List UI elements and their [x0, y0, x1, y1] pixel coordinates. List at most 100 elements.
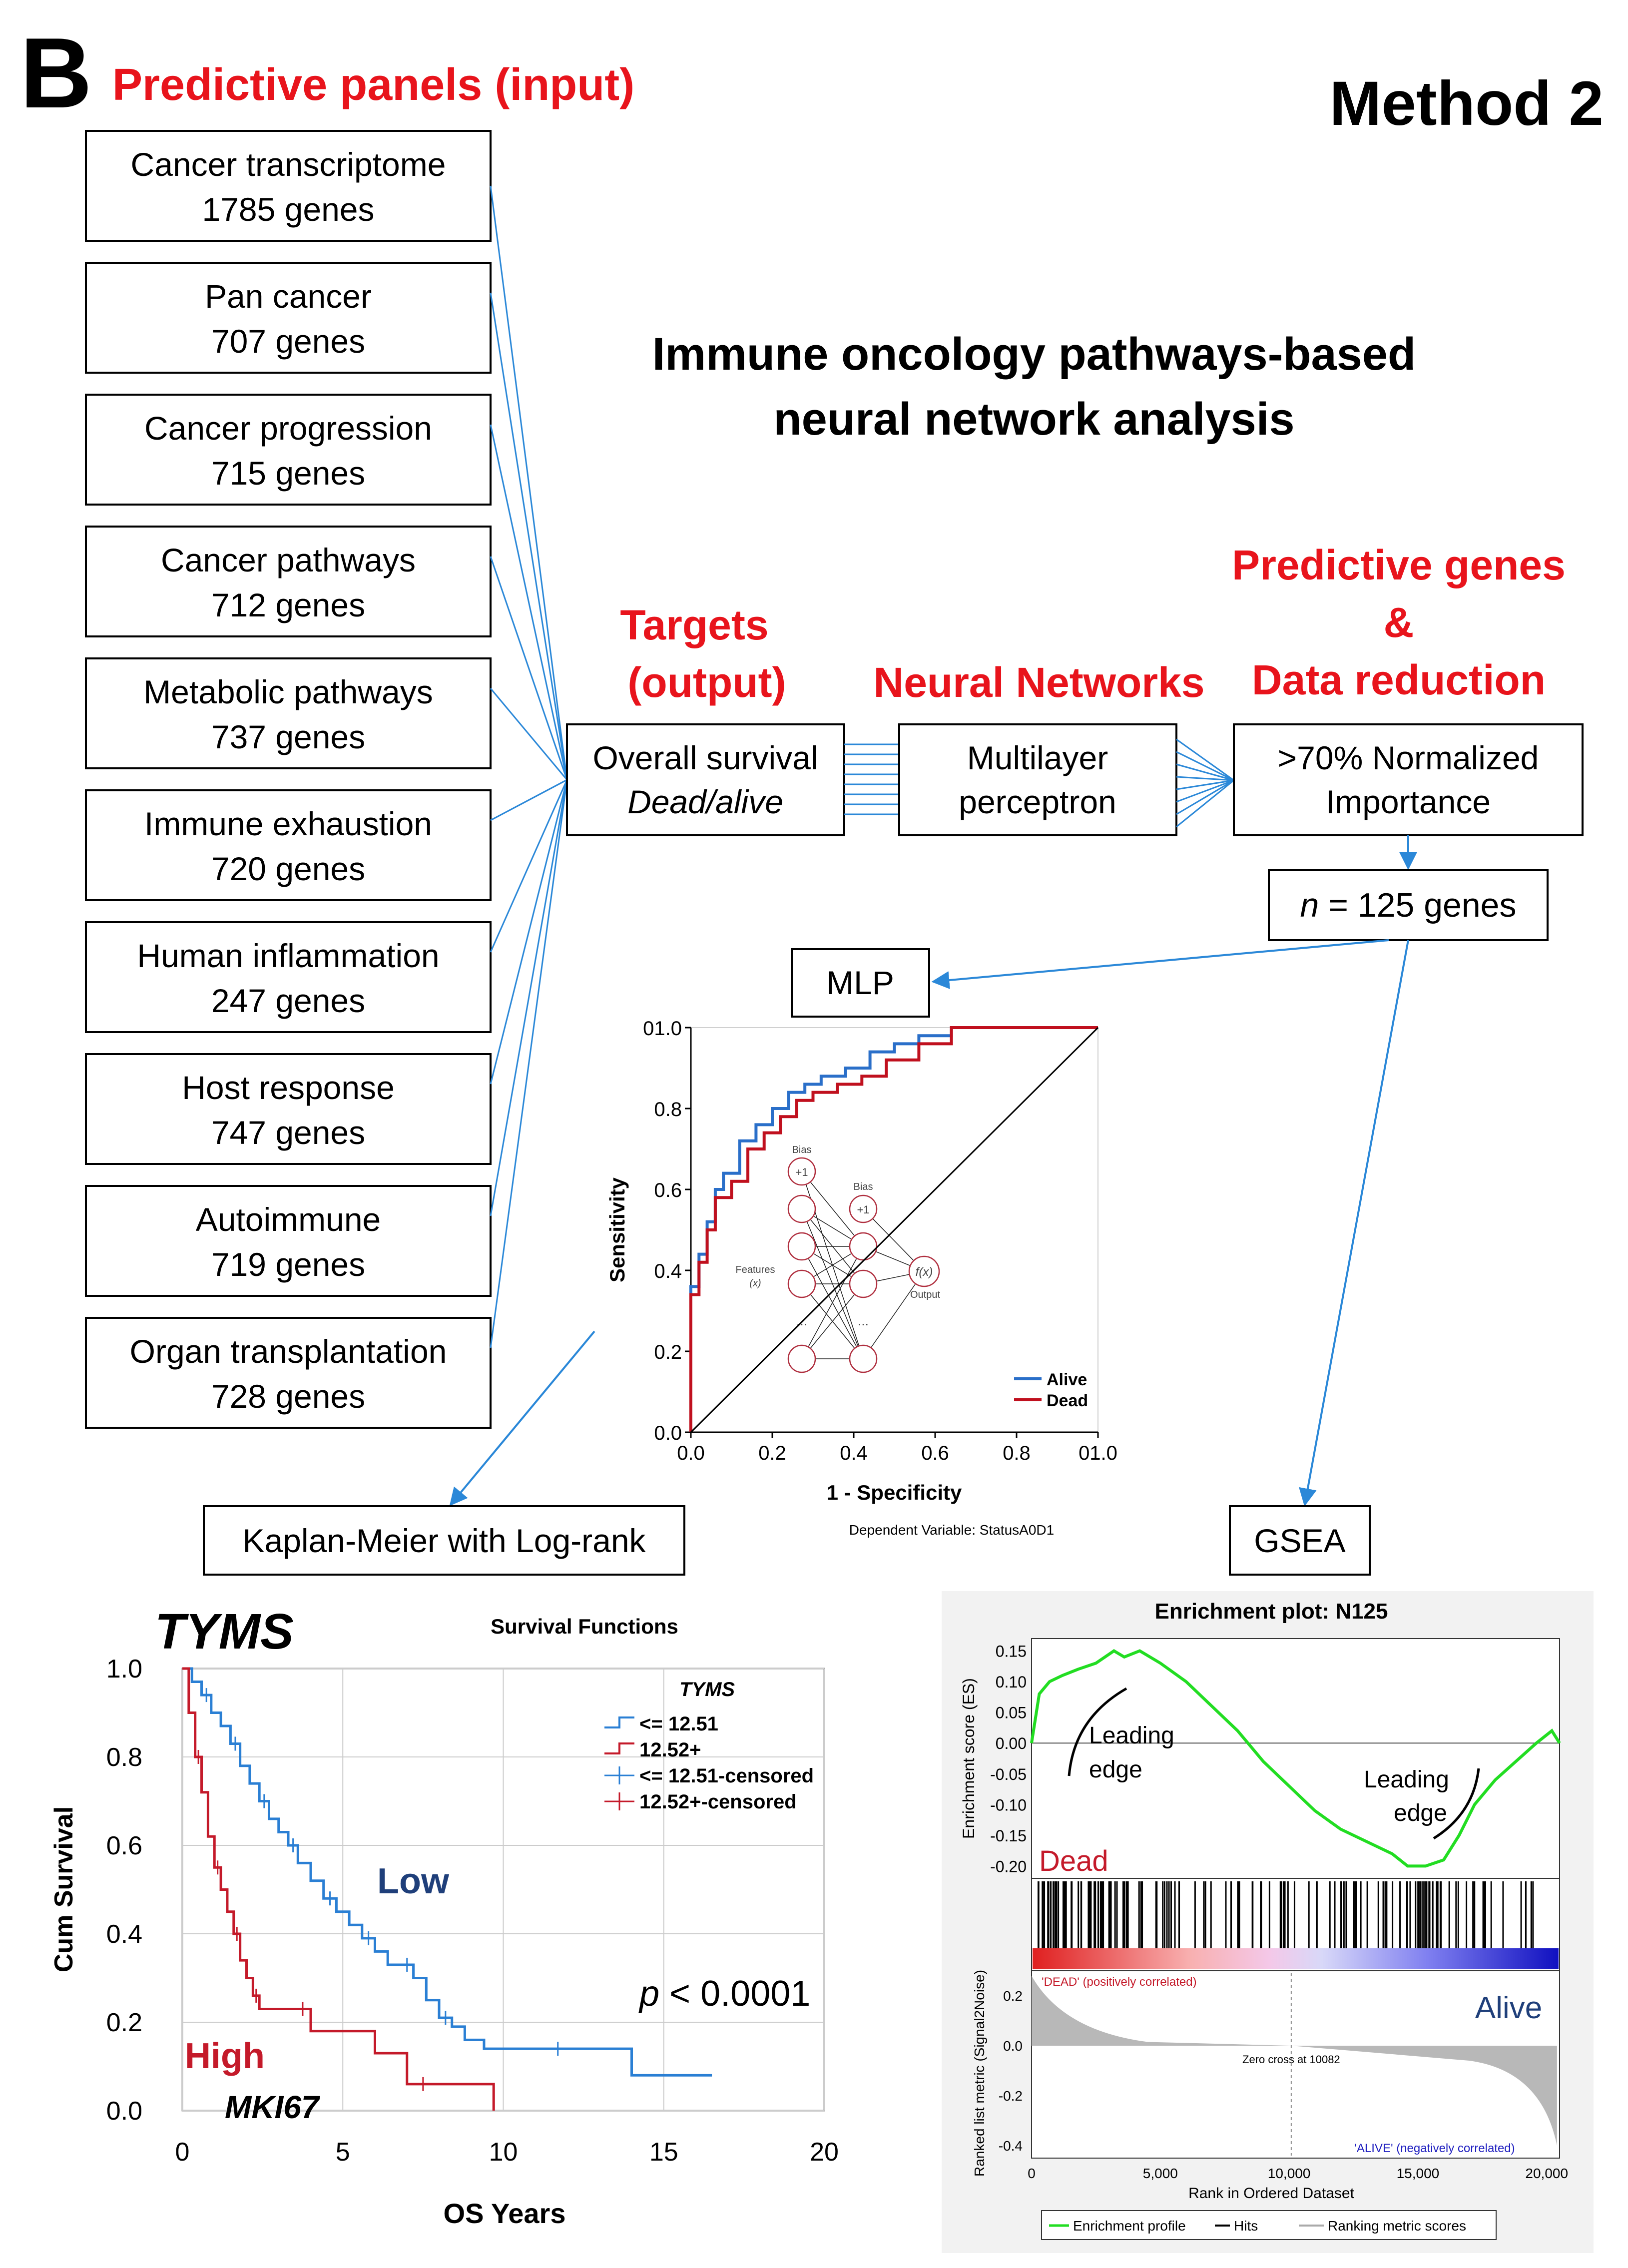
method-label: Method 2	[1329, 69, 1604, 138]
km-series-high	[182, 1667, 495, 2111]
gsea-es-tick-label: -0.10	[990, 1796, 1027, 1814]
panel-genes-1: 707 genes	[211, 323, 365, 360]
nn-input-node	[787, 1194, 816, 1223]
mlp-line1: Multilayer	[967, 739, 1108, 776]
gsea-x-label: Rank in Ordered Dataset	[1188, 2185, 1354, 2202]
fan-line-5	[490, 779, 567, 821]
nn-bias-label: Bias	[792, 1144, 812, 1155]
km-chart: 0.0 0.2 0.4 0.6 0.8 1.0 0 5 10 15 20 Cum Survival OS…	[49, 1604, 839, 2229]
nn-edge	[863, 1271, 925, 1359]
km-title: Survival Functions	[491, 1615, 678, 1638]
gsea-chart: Enrichment plot: N1250.150.100.050.00-0.…	[942, 1591, 1594, 2253]
km-x-tick-label: 20	[810, 2138, 839, 2167]
nn-label: Neural Networks	[874, 659, 1205, 706]
km-y-tick-label: 0.6	[106, 1831, 142, 1860]
gsea-metric-tick-label: -0.4	[999, 2138, 1023, 2154]
nn-edge	[801, 1246, 864, 1359]
panel-name-8: Autoimmune	[196, 1201, 381, 1238]
panel-genes-0: 1785 genes	[202, 191, 375, 228]
gsea-box-label: GSEA	[1254, 1522, 1345, 1559]
multilayer-perceptron-box	[898, 723, 1177, 836]
roc-x-tick-label: 0.4	[840, 1442, 868, 1464]
pred-label-3: Data reduction	[1252, 656, 1546, 703]
gsea-legend-box	[1041, 2210, 1497, 2240]
km-y-tick-label: 0.0	[106, 2097, 142, 2126]
fan-line-0	[490, 185, 568, 780]
nn-input-node	[787, 1232, 816, 1261]
nn-bias-plus: +1	[795, 1166, 808, 1178]
gsea-x-tick-label: 15,000	[1397, 2166, 1440, 2181]
gsea-legend-label-2: Ranking metric scores	[1328, 2218, 1466, 2234]
fan-line-3	[490, 556, 568, 780]
km-x-tick-label: 15	[649, 2138, 678, 2167]
gsea-zero-cross: Zero cross at 10082	[1242, 2053, 1340, 2066]
km-legend-label-3: 12.52+-censored	[639, 1791, 797, 1813]
km-legend-swatch-1	[604, 1742, 634, 1754]
panel-name-6: Human inflammation	[137, 937, 439, 974]
gsea-alive-label: Alive	[1475, 1991, 1542, 2025]
mlp-to-importance-lines	[1176, 738, 1234, 828]
km-p-value: p < 0.0001	[638, 1974, 810, 2014]
fan-line-9	[490, 779, 568, 1348]
nn-edge	[801, 1283, 864, 1359]
nn-hidden-node	[849, 1194, 878, 1223]
panel-genes-3: 712 genes	[211, 586, 365, 623]
pred-label-2: &	[1384, 599, 1414, 646]
nn-hidden-node	[849, 1232, 878, 1261]
n-genes-text: n = 125 genes	[1300, 886, 1517, 924]
roc-x-tick-label: 0.6	[921, 1442, 949, 1464]
km-p-rest: < 0.0001	[659, 1974, 810, 2014]
targets-label-2: (output)	[627, 659, 786, 706]
nn-features-x: (x)	[749, 1278, 761, 1289]
km-box-label: Kaplan-Meier with Log-rank	[242, 1522, 646, 1559]
gsea-alive-corr: 'ALIVE' (negatively correlated)	[1354, 2142, 1515, 2155]
km-p-symbol: p	[638, 1974, 659, 2014]
fan-line-2	[490, 424, 568, 780]
gsea-leading-edge-4: edge	[1394, 1800, 1447, 1826]
gsea-rank-gradient	[1033, 1948, 1559, 1969]
mlp-box	[791, 948, 930, 1018]
panel-box-5	[85, 789, 492, 901]
roc-x-tick-label: 0.0	[677, 1442, 705, 1464]
roc-y-tick-label: 0.2	[654, 1341, 682, 1363]
importance-line1: >70% Normalized	[1278, 739, 1539, 776]
km-x-tick-label: 5	[336, 2138, 350, 2167]
panel-name-9: Organ transplantation	[130, 1333, 447, 1370]
gsea-metric-tick-label: 0.0	[1003, 2038, 1023, 2054]
gsea-es-tick-label: -0.20	[990, 1857, 1027, 1875]
main-title-line2: neural network analysis	[773, 394, 1294, 445]
panel-box-6	[85, 921, 492, 1033]
panel-name-0: Cancer transcriptome	[131, 146, 446, 183]
km-legend-title: TYMS	[679, 1679, 735, 1701]
importance-line2: Importance	[1326, 783, 1491, 820]
gsea-dead-label: Dead	[1039, 1845, 1108, 1877]
panel-box-4	[85, 657, 492, 769]
n-to-mlp-arrow	[931, 939, 1389, 989]
n-to-gsea-arrow	[1299, 940, 1409, 1507]
roc-legend-label-0: Alive	[1047, 1370, 1087, 1389]
panel-box-1	[85, 262, 492, 374]
km-legend-label-0: <= 12.51	[639, 1713, 718, 1735]
gsea-x-tick-label: 0	[1028, 2166, 1036, 2181]
main-title-line1: Immune oncology pathways-based	[652, 329, 1416, 380]
gsea-leading-edge-curve-2	[1433, 1768, 1480, 1840]
roc-y-tick-label: 0.6	[654, 1179, 682, 1201]
panel-genes-9: 728 genes	[211, 1378, 365, 1415]
fan-line-6	[490, 779, 568, 953]
roc-legend-label-1: Dead	[1047, 1391, 1088, 1410]
fan-line-7	[490, 779, 568, 1085]
nn-input-node	[787, 1157, 816, 1186]
roc-series-dead	[689, 1026, 1098, 1432]
panel-genes-2: 715 genes	[211, 455, 365, 492]
roc-x-tick-label: 0.2	[758, 1442, 786, 1464]
roc-y-tick-label: 0.8	[654, 1099, 682, 1121]
roc-y-tick-label: 0.4	[654, 1260, 682, 1282]
km-legend-label-1: 12.52+	[639, 1739, 701, 1761]
nn-input-node	[787, 1269, 816, 1298]
gsea-leading-edge-curve-1	[1068, 1687, 1127, 1776]
gsea-es-tick-label: 0.00	[996, 1734, 1027, 1752]
roc-series-alive	[689, 1026, 1098, 1432]
nn-dots-2: ...	[858, 1313, 869, 1328]
